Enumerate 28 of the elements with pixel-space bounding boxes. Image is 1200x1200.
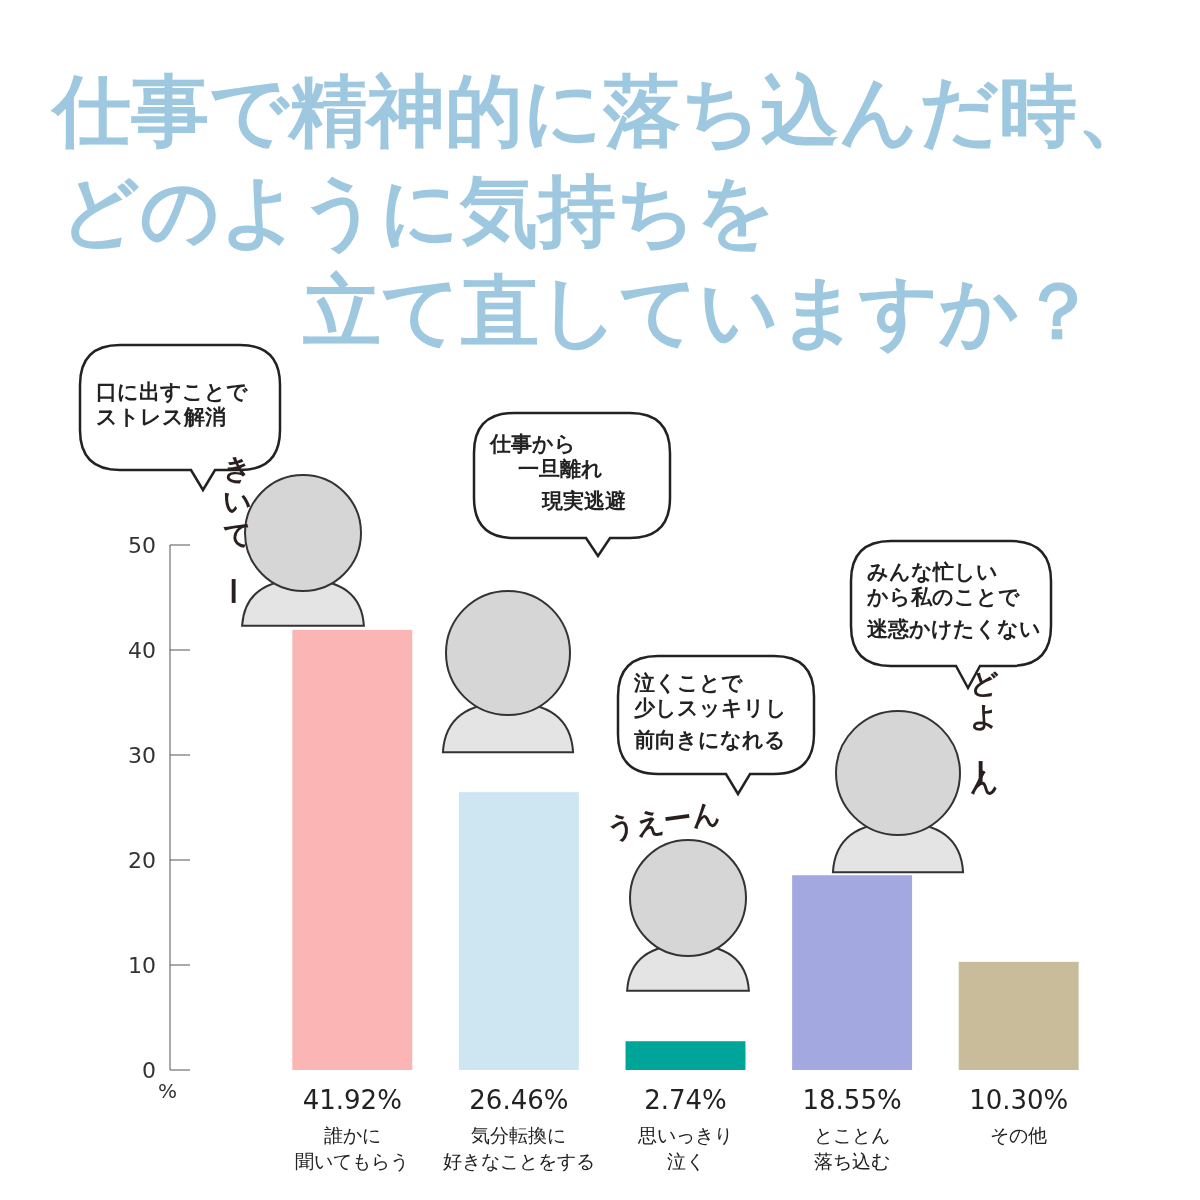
y-tick-label: 50 xyxy=(128,532,156,558)
bar xyxy=(458,792,579,1070)
y-tick-label: 20 xyxy=(128,847,156,873)
y-tick-label: 40 xyxy=(128,637,156,663)
x-tick-label: 誰かに聞いてもらう xyxy=(295,1124,410,1172)
y-tick-label: 10 xyxy=(128,952,156,978)
y-axis-title: % xyxy=(158,1079,178,1103)
data-label: 26.46% xyxy=(469,1085,569,1115)
x-tick-label: その他 xyxy=(990,1124,1048,1146)
y-tick-label: 30 xyxy=(128,742,156,768)
chart-title: 仕事で精神的に落ち込んだ時、どのように気持ちを立て直していますか？ xyxy=(50,66,1155,356)
bar xyxy=(625,1041,746,1070)
annotation: どよーん xyxy=(963,667,1003,798)
bar xyxy=(958,961,1079,1070)
annotation: みんな忙しいから私のことで迷惑かけたくない xyxy=(866,559,1041,641)
annotation: うえーん xyxy=(604,796,723,845)
text: きいてー xyxy=(216,452,256,609)
data-label: 18.55% xyxy=(802,1085,902,1115)
data-label: 10.30% xyxy=(969,1085,1069,1115)
data-label: 2.74% xyxy=(644,1085,727,1115)
text: 口に出すことでストレス解消 xyxy=(96,379,248,429)
y-tick-label: 0 xyxy=(142,1057,156,1083)
x-tick-label: とことん落ち込む xyxy=(814,1124,891,1172)
annotation: 泣くことで少しスッキリし前向きになれる xyxy=(633,671,787,752)
text: 仕事から一旦離れ現実逃避 xyxy=(489,431,626,513)
x-tick-label: 思いっきり泣く xyxy=(637,1124,733,1172)
data-label: 41.92% xyxy=(302,1085,402,1115)
x-tick-label: 気分転換に好きなことをする xyxy=(442,1124,595,1172)
